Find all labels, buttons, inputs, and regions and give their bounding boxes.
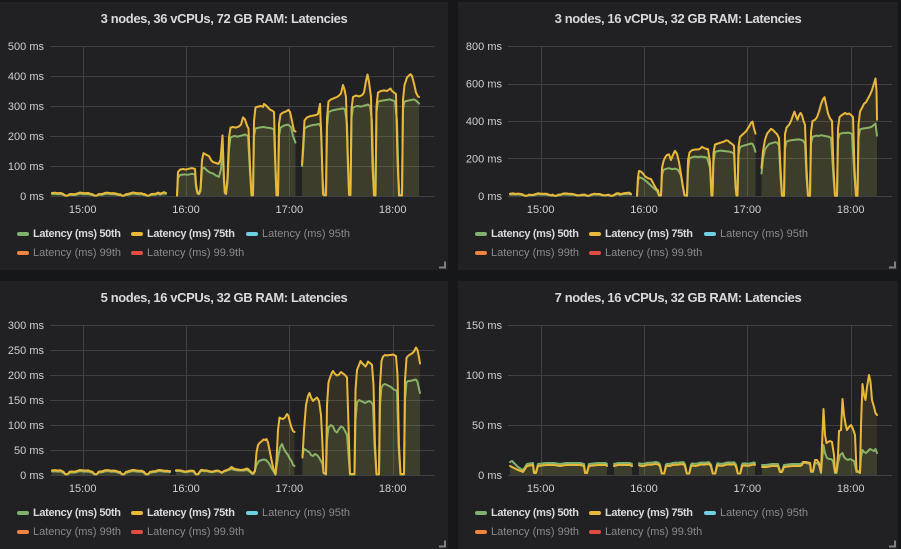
svg-text:200 ms: 200 ms	[466, 154, 503, 166]
svg-text:0 ms: 0 ms	[478, 191, 502, 203]
svg-text:16:00: 16:00	[172, 483, 200, 495]
svg-text:18:00: 18:00	[379, 483, 407, 495]
svg-text:0 ms: 0 ms	[20, 191, 44, 203]
svg-text:100 ms: 100 ms	[8, 161, 45, 173]
svg-text:50 ms: 50 ms	[14, 445, 44, 457]
svg-text:400 ms: 400 ms	[8, 71, 45, 83]
svg-text:0 ms: 0 ms	[478, 470, 502, 482]
svg-text:600 ms: 600 ms	[466, 79, 503, 91]
svg-text:300 ms: 300 ms	[8, 101, 45, 113]
svg-text:16:00: 16:00	[172, 204, 200, 216]
svg-text:16:00: 16:00	[630, 204, 658, 216]
svg-text:18:00: 18:00	[379, 204, 407, 216]
svg-text:400 ms: 400 ms	[466, 116, 503, 128]
svg-text:100 ms: 100 ms	[8, 420, 45, 432]
svg-text:17:00: 17:00	[734, 204, 762, 216]
svg-text:15:00: 15:00	[69, 204, 97, 216]
svg-text:200 ms: 200 ms	[8, 370, 45, 382]
svg-text:17:00: 17:00	[276, 483, 304, 495]
svg-text:18:00: 18:00	[837, 204, 865, 216]
svg-text:800 ms: 800 ms	[466, 41, 503, 53]
svg-text:17:00: 17:00	[734, 483, 762, 495]
svg-text:15:00: 15:00	[527, 204, 555, 216]
svg-text:500 ms: 500 ms	[8, 41, 45, 53]
svg-text:150 ms: 150 ms	[466, 320, 503, 332]
svg-text:0 ms: 0 ms	[20, 470, 44, 482]
svg-text:100 ms: 100 ms	[466, 370, 503, 382]
svg-text:15:00: 15:00	[69, 483, 97, 495]
svg-text:300 ms: 300 ms	[8, 320, 45, 332]
svg-text:50 ms: 50 ms	[472, 420, 502, 432]
svg-text:16:00: 16:00	[630, 483, 658, 495]
svg-text:15:00: 15:00	[527, 483, 555, 495]
svg-text:18:00: 18:00	[837, 483, 865, 495]
svg-text:200 ms: 200 ms	[8, 131, 45, 143]
svg-text:150 ms: 150 ms	[8, 395, 45, 407]
svg-text:17:00: 17:00	[276, 204, 304, 216]
svg-text:250 ms: 250 ms	[8, 345, 45, 357]
